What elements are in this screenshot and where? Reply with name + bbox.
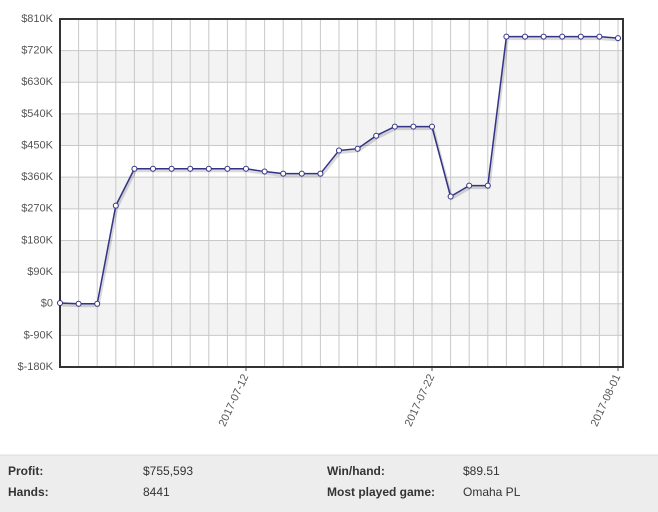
point [336,147,342,154]
x-tick-label: 2017-07-22 [403,372,438,428]
point [168,165,175,172]
point [466,182,473,189]
stat-value: $89.51 [463,464,500,478]
stat-value: 8441 [143,485,170,499]
point [94,300,101,307]
point [429,123,435,130]
stat-label: Profit: [8,464,43,478]
x-tick-label: 2017-08-01 [589,372,624,428]
point [615,35,621,42]
grid-band [60,113,623,146]
stat-label: Win/hand: [327,464,385,478]
y-tick-label: $540K [21,108,53,120]
point [391,123,398,130]
y-tick-label: $720K [21,45,53,57]
y-tick-label: $270K [21,203,53,215]
point [57,300,63,307]
y-tick-label: $-90K [24,329,54,341]
grid-band [60,240,623,273]
point [75,300,82,307]
point [503,33,510,40]
point [261,168,268,175]
grid-band [60,177,623,209]
x-tick-label: 2017-07-12 [217,372,252,428]
y-tick-label: $810K [21,13,53,25]
point [187,165,194,172]
y-tick-label: $90K [27,266,53,278]
point [596,33,603,40]
stats-panel [0,455,658,512]
point [540,33,547,40]
point [243,165,249,172]
plot-border [59,18,624,368]
point [577,33,584,40]
grid-band [60,50,623,83]
point [354,145,361,152]
point [447,193,454,200]
point [484,182,491,189]
y-tick-label: $360K [21,171,53,183]
stat-value: $755,593 [143,464,193,478]
point [373,132,380,139]
y-tick-label: $450K [21,139,53,151]
stat-value: Omaha PL [463,485,521,499]
y-tick-label: $630K [21,76,53,88]
y-tick-label: $180K [21,234,53,246]
point [410,123,417,130]
stat-label: Most played game: [327,485,435,499]
y-tick-label: $0 [41,298,53,310]
point [298,170,305,177]
point [150,165,156,172]
point [559,33,566,40]
point [317,170,324,177]
point [131,165,138,172]
stat-label: Hands: [8,485,49,499]
grid-band [60,303,623,336]
y-tick-label: $-180K [18,361,54,373]
point [112,202,119,209]
point [280,170,287,177]
point [522,33,528,40]
point [224,165,231,172]
point [205,165,212,172]
